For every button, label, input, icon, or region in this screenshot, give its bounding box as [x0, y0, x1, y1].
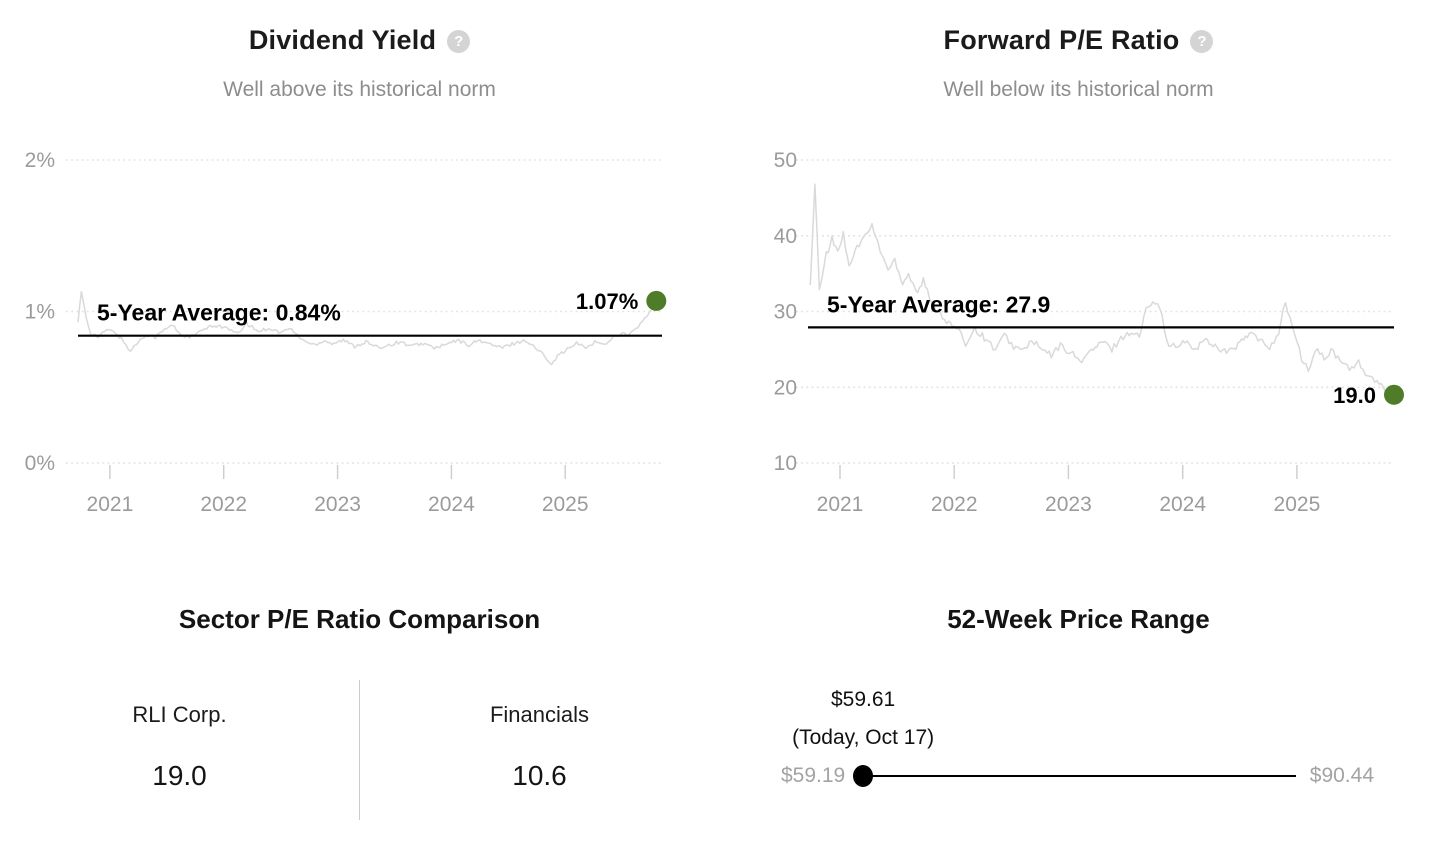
x-axis-tick-label: 2022	[931, 493, 978, 516]
forward-pe-subtitle: Well below its historical norm	[943, 78, 1214, 101]
price-range-track-line	[857, 775, 1296, 777]
sector-comparison-sector-column: Financials 10.6	[360, 680, 719, 820]
x-axis-tick-label: 2025	[542, 493, 589, 516]
x-axis-tick-label: 2022	[200, 493, 247, 516]
company-label: RLI Corp.	[132, 702, 227, 727]
y-axis-tick-label: 1%	[25, 301, 55, 324]
price-range-panel: 52-Week Price Range $59.19 $59.61 (Today…	[719, 560, 1438, 846]
series-line	[77, 290, 657, 366]
sector-pe-value: 10.6	[512, 760, 567, 791]
price-range-title: 52-Week Price Range	[947, 604, 1210, 634]
x-axis-tick-label: 2025	[1274, 493, 1321, 516]
price-range-high-label: $90.44	[1309, 764, 1374, 787]
dividend-yield-panel: Dividend Yield ? Well above its historic…	[0, 0, 719, 560]
dividend-yield-title: Dividend Yield	[248, 24, 437, 55]
current-value-label: 1.07%	[576, 289, 638, 314]
y-axis-tick-label: 40	[774, 225, 797, 248]
x-axis-tick-label: 2021	[87, 493, 134, 516]
current-price-label: $59.61	[831, 688, 896, 712]
series-line	[809, 183, 1395, 396]
current-price-dot	[853, 765, 874, 787]
sector-label: Financials	[489, 702, 590, 727]
x-axis-tick-label: 2023	[1045, 493, 1092, 516]
dividend-yield-subtitle: Well above its historical norm	[223, 78, 496, 101]
forward-pe-header: Forward P/E Ratio ?	[719, 24, 1438, 56]
y-axis-tick-label: 10	[774, 452, 797, 475]
sector-comparison-row: RLI Corp. 19.0 Financials 10.6	[0, 680, 719, 820]
forward-pe-chart: 50 40 30 20 10 2021 2022 2023 2024 2025 5-Year Ave…	[774, 149, 1404, 516]
help-icon[interactable]: ?	[447, 29, 471, 53]
dividend-yield-header: Dividend Yield ?	[0, 24, 719, 56]
y-axis-tick-label: 2%	[25, 149, 55, 172]
dividend-yield-chart: 2% 1% 0% 2021 2022 2023 2024 2025 5-Year Average…	[25, 149, 667, 516]
sector-comparison-company-column: RLI Corp. 19.0	[0, 680, 359, 820]
help-icon[interactable]: ?	[1190, 29, 1214, 53]
price-range-track: $59.61 (Today, Oct 17)	[792, 688, 1296, 787]
y-axis-tick-label: 50	[774, 149, 797, 172]
sector-comparison-panel: Sector P/E Ratio Comparison RLI Corp. 19…	[0, 560, 719, 846]
x-axis-tick-label: 2021	[817, 493, 864, 516]
forward-pe-panel: Forward P/E Ratio ? Well below its histo…	[719, 0, 1438, 560]
x-axis-tick-label: 2023	[314, 493, 361, 516]
price-range-low-label: $59.19	[781, 764, 846, 787]
x-axis-tick-label: 2024	[428, 493, 475, 516]
company-pe-value: 19.0	[152, 760, 207, 791]
y-axis-tick-label: 0%	[25, 452, 55, 475]
sector-comparison-title: Sector P/E Ratio Comparison	[178, 604, 541, 634]
average-label: 5-Year Average: 27.9	[827, 291, 1050, 317]
price-range-slider: $59.19 $59.61 (Today, Oct 17) $90.44	[781, 688, 1374, 788]
average-label: 5-Year Average: 0.84%	[97, 300, 341, 326]
current-value-label: 19.0	[1333, 383, 1376, 408]
current-price-date: (Today, Oct 17)	[792, 726, 935, 750]
y-axis-tick-label: 30	[774, 301, 797, 324]
forward-pe-title: Forward P/E Ratio	[943, 24, 1180, 55]
current-value-dot	[646, 290, 667, 311]
current-value-dot	[1384, 384, 1404, 405]
column-divider	[359, 680, 360, 820]
y-axis-tick-label: 20	[774, 376, 797, 399]
x-axis-tick-label: 2024	[1159, 493, 1206, 516]
current-price-callout: $59.61 (Today, Oct 17)	[792, 681, 934, 757]
